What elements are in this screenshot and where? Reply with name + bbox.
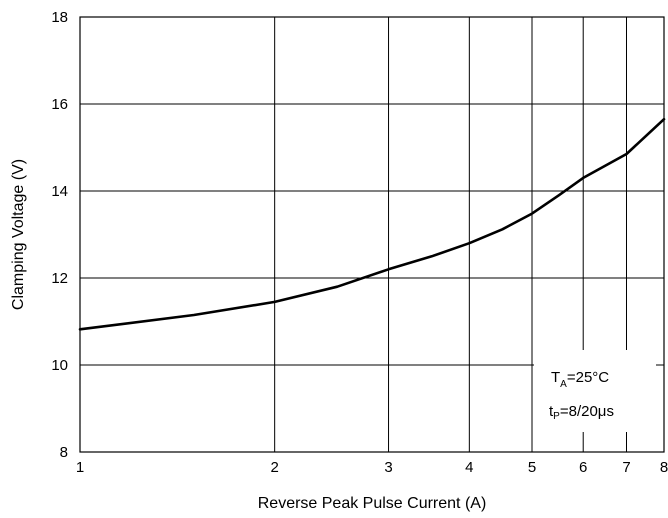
y-tick-label: 14 [51, 183, 68, 200]
plot-frame [79, 16, 665, 453]
x-tick-label: 4 [465, 459, 473, 476]
y-tick-labels: 8 10 12 14 16 18 [51, 9, 68, 461]
x-tick-label: 8 [660, 459, 668, 476]
y-tick-label: 10 [51, 357, 68, 374]
x-tick-label: 1 [76, 459, 84, 476]
y-tick-label: 18 [51, 9, 68, 26]
y-axis-label: Clamping Voltage (V) [10, 159, 27, 310]
x-tick-label: 2 [270, 459, 278, 476]
temp-subscript: A [560, 379, 567, 390]
y-tick-label: 8 [60, 444, 68, 461]
pulse-main: t [549, 403, 554, 420]
x-tick-label: 3 [384, 459, 392, 476]
y-tick-label: 12 [51, 270, 68, 287]
pulse-value: =8/20μs [560, 403, 614, 420]
temp-value: =25°C [567, 369, 609, 386]
pulse-subscript: P [553, 411, 560, 422]
x-tick-label: 6 [579, 459, 587, 476]
temp-main: T [551, 369, 560, 386]
annotation-box [534, 350, 656, 432]
y-tick-label: 16 [51, 96, 68, 113]
x-tick-label: 7 [622, 459, 630, 476]
pulse-annotation: tP=8/20μs [549, 403, 614, 422]
x-tick-label: 5 [528, 459, 536, 476]
temperature-annotation: TA=25°C [551, 369, 609, 390]
x-tick-labels: 1 2 3 4 5 6 7 8 [76, 459, 668, 476]
x-axis-label: Reverse Peak Pulse Current (A) [258, 495, 487, 512]
series-layer [78, 117, 666, 331]
series-line [78, 117, 666, 331]
